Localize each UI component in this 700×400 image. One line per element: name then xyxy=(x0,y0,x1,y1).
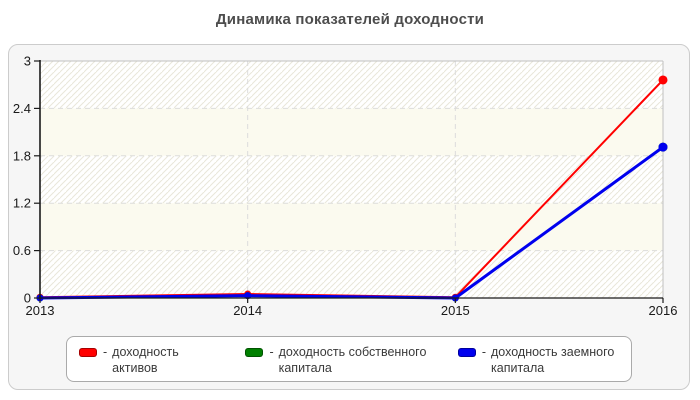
legend-dash: - xyxy=(103,345,108,359)
y-tick-label: 0 xyxy=(24,291,31,306)
y-tick-label: 0.6 xyxy=(13,243,31,258)
legend-item-equity: - доходность собственного капитала xyxy=(245,345,431,376)
y-tick-label: 3 xyxy=(24,54,31,69)
legend-item-assets: - доходность активов xyxy=(79,345,219,376)
data-point-2-2014 xyxy=(244,292,252,300)
data-point-0-2016 xyxy=(658,75,668,85)
y-tick-label: 2.4 xyxy=(13,101,31,116)
chart-title: Динамика показателей доходности xyxy=(215,11,485,28)
x-tick-label: 2016 xyxy=(649,303,678,318)
plot-band xyxy=(40,61,663,109)
legend-label-equity: доходность собственного капитала xyxy=(278,345,427,375)
y-tick-label: 1.2 xyxy=(13,196,31,211)
legend-label-assets: доходность активов xyxy=(112,345,179,375)
data-point-2-2016 xyxy=(658,142,668,152)
x-tick-label: 2013 xyxy=(26,303,55,318)
legend-item-debt: - доходность заемного капитала xyxy=(457,345,631,376)
legend-label-debt: доходность заемного капитала xyxy=(491,345,615,375)
plot-band xyxy=(40,250,663,298)
plot-band xyxy=(40,155,663,204)
legend-swatch-blue xyxy=(457,348,476,357)
legend-dash: - xyxy=(481,345,487,359)
plot-band xyxy=(40,203,663,251)
plot-band xyxy=(40,108,663,156)
x-tick-label: 2014 xyxy=(233,303,262,318)
legend: - доходность активов - доходность собств… xyxy=(66,336,632,382)
legend-swatch-red xyxy=(79,348,97,357)
series-line-2 xyxy=(39,145,664,300)
legend-swatch-green xyxy=(245,348,264,357)
legend-dash: - xyxy=(269,345,274,359)
x-tick-label: 2015 xyxy=(441,303,470,318)
y-tick-label: 1.8 xyxy=(13,148,31,163)
